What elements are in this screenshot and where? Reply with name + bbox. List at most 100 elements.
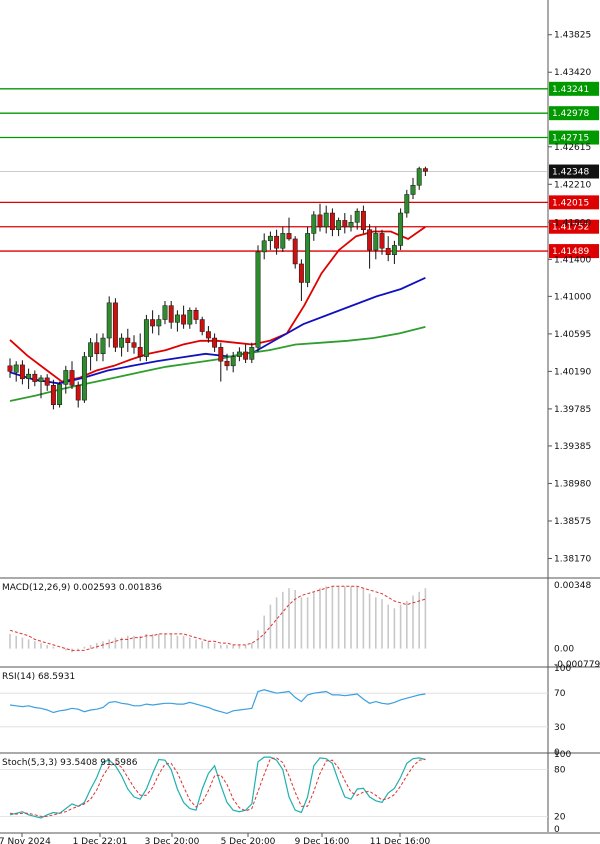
candle-bullish (26, 373, 32, 380)
candle-bullish (57, 384, 63, 405)
rsi-tick-label: 70 (554, 689, 566, 699)
candle-bullish (13, 364, 19, 373)
level-badge (549, 130, 599, 145)
candle-bearish (131, 342, 137, 348)
candle-bearish (224, 360, 230, 367)
macd-panel: MACD(12,26,9) 0.002593 0.001836 0.00348 0.… (2, 581, 600, 670)
candle-bullish (100, 337, 106, 355)
candle-bearish (7, 365, 13, 372)
level-label: 1.43241 (552, 85, 589, 95)
candle-bearish (168, 305, 174, 323)
price-tick-label: 1.42210 (554, 180, 591, 190)
rsi-tick-label: 30 (554, 723, 566, 733)
candle-bullish (81, 356, 87, 401)
candle-bearish (19, 364, 25, 380)
level-badge (549, 81, 599, 96)
candle-bullish (88, 342, 94, 357)
price-tick-label: 1.43420 (554, 68, 591, 78)
moving-average-line (9, 276, 426, 385)
price-tick-label: 1.41400 (554, 255, 591, 265)
candle-bearish (112, 302, 118, 348)
candle-bearish (199, 319, 205, 332)
price-tick-label: 1.41800 (554, 218, 591, 228)
candle-bearish (274, 235, 280, 249)
level-label: 1.42715 (552, 134, 589, 144)
time-tick-label: 1 Dec 22:01 (73, 837, 128, 844)
stoch-tick-label: 20 (554, 812, 566, 822)
price-tick-label: 1.40595 (554, 330, 591, 340)
candle-bullish (143, 319, 149, 357)
price-tick-label: 1.40190 (554, 367, 591, 377)
candle-bullish (336, 220, 342, 230)
candle-bullish (249, 347, 255, 360)
candle-bullish (305, 233, 311, 283)
candlesticks (7, 166, 428, 410)
candle-bearish (329, 212, 335, 230)
candle-bearish (205, 331, 211, 339)
candle-bullish (348, 222, 354, 228)
current-price-label: 1.42348 (552, 168, 589, 178)
level-label: 1.41752 (552, 223, 589, 233)
candle-bearish (94, 342, 100, 355)
current-price-badge (549, 164, 599, 179)
candle-bullish (373, 233, 379, 251)
price-axis: 1.43825 1.43420 1.42615 1.42210 1.41800 1.414… (548, 31, 591, 564)
candle-bullish (323, 212, 329, 228)
price-tick-label: 1.39785 (554, 405, 591, 415)
candle-bullish (106, 302, 112, 339)
level-badge (549, 106, 599, 121)
macd-signal-line (9, 585, 426, 651)
candle-bullish (174, 314, 180, 323)
candle-bearish (193, 310, 199, 320)
candle-bullish (162, 305, 168, 320)
candle-bearish (292, 238, 298, 265)
candle-bearish (150, 319, 156, 327)
time-tick-label: 5 Dec 20:00 (221, 837, 276, 844)
candle-bearish (342, 220, 348, 228)
candle-bearish (50, 385, 56, 405)
candle-bullish (416, 168, 422, 186)
candle-bullish (38, 377, 44, 382)
rsi-tick-label: 0 (554, 748, 560, 758)
price-tick-label: 1.41000 (554, 292, 591, 302)
level-badge (549, 219, 599, 234)
candle-bearish (44, 377, 50, 386)
stoch-tick-label: 80 (554, 766, 566, 776)
candle-bearish (360, 210, 366, 230)
moving-average-line (9, 226, 426, 383)
rsi-tick-label: 100 (554, 664, 571, 674)
price-tick-label: 1.38575 (554, 517, 591, 527)
candle-bearish (422, 168, 428, 172)
stoch-d-line (9, 757, 426, 817)
stoch-tick-label: 100 (554, 750, 571, 760)
rsi-label: RSI(14) 68.5931 (2, 672, 75, 682)
stoch-tick-label: 0 (554, 825, 560, 835)
candle-bullish (311, 214, 317, 234)
candle-bearish (367, 229, 373, 251)
macd-tick-label: 0.00348 (554, 581, 591, 591)
rsi-panel: RSI(14) 68.5931 100 70 30 0 (0, 664, 571, 758)
candle-bullish (398, 212, 404, 246)
stoch-panel: Stoch(5,3,3) 93.5408 91.5986 100 80 20 0 (0, 750, 571, 835)
candle-bearish (212, 337, 218, 348)
candle-bullish (255, 251, 261, 348)
candle-bearish (243, 351, 249, 360)
price-tick-label: 1.39385 (554, 442, 591, 452)
candle-bearish (286, 233, 292, 240)
time-tick-label: 3 Dec 20:00 (145, 837, 200, 844)
candle-bearish (298, 263, 304, 283)
candle-bearish (317, 214, 323, 228)
time-tick-label: 27 Nov 2024 (0, 837, 51, 844)
macd-label: MACD(12,26,9) 0.002593 0.001836 (2, 583, 162, 593)
time-tick-label: 11 Dec 16:00 (370, 837, 431, 844)
time-tick-label: 9 Dec 16:00 (295, 837, 350, 844)
candle-bullish (187, 310, 193, 325)
rsi-line (9, 689, 426, 715)
candle-bullish (280, 233, 286, 249)
candle-bullish (236, 351, 242, 357)
time-axis: 27 Nov 2024 1 Dec 22:01 3 Dec 20:00 5 Dec 2… (0, 833, 431, 844)
level-badge (549, 244, 599, 259)
candle-bearish (137, 347, 143, 357)
